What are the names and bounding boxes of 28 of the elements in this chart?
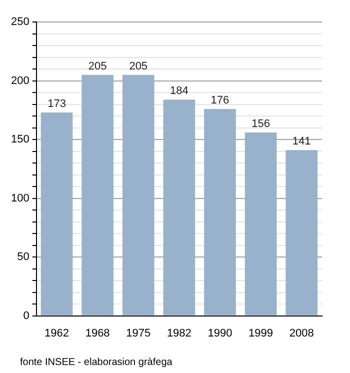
bar xyxy=(286,150,318,316)
bar xyxy=(163,100,196,316)
data-label: 205 xyxy=(129,60,148,72)
bar xyxy=(244,132,277,316)
y-tick-label: 150 xyxy=(10,134,30,146)
data-label: 156 xyxy=(252,118,270,130)
y-tick-label: 200 xyxy=(10,74,30,87)
data-label: 184 xyxy=(170,85,188,98)
y-tick-label: 250 xyxy=(10,16,30,28)
x-tick-label: 1982 xyxy=(166,327,192,340)
y-tick-label: 100 xyxy=(10,192,30,204)
source-note: fonte INSEE - elaborasion gràfega xyxy=(20,356,173,368)
bar xyxy=(40,112,73,316)
bar xyxy=(204,108,236,316)
y-tick-label: 50 xyxy=(17,251,30,264)
x-tick-label: 1975 xyxy=(126,327,151,340)
y-tick-label: 0 xyxy=(23,310,30,322)
x-tick-label: 1962 xyxy=(44,327,69,340)
data-label: 205 xyxy=(88,60,107,72)
x-tick-label: 1999 xyxy=(248,327,274,340)
x-tick-label: 2008 xyxy=(289,327,314,340)
bar xyxy=(82,74,114,316)
x-tick-label: 1968 xyxy=(85,327,110,340)
data-label: 173 xyxy=(48,98,66,110)
data-label: 141 xyxy=(292,136,311,148)
data-label: 176 xyxy=(210,94,230,106)
bar xyxy=(122,74,154,316)
x-tick-label: 1990 xyxy=(208,327,232,340)
